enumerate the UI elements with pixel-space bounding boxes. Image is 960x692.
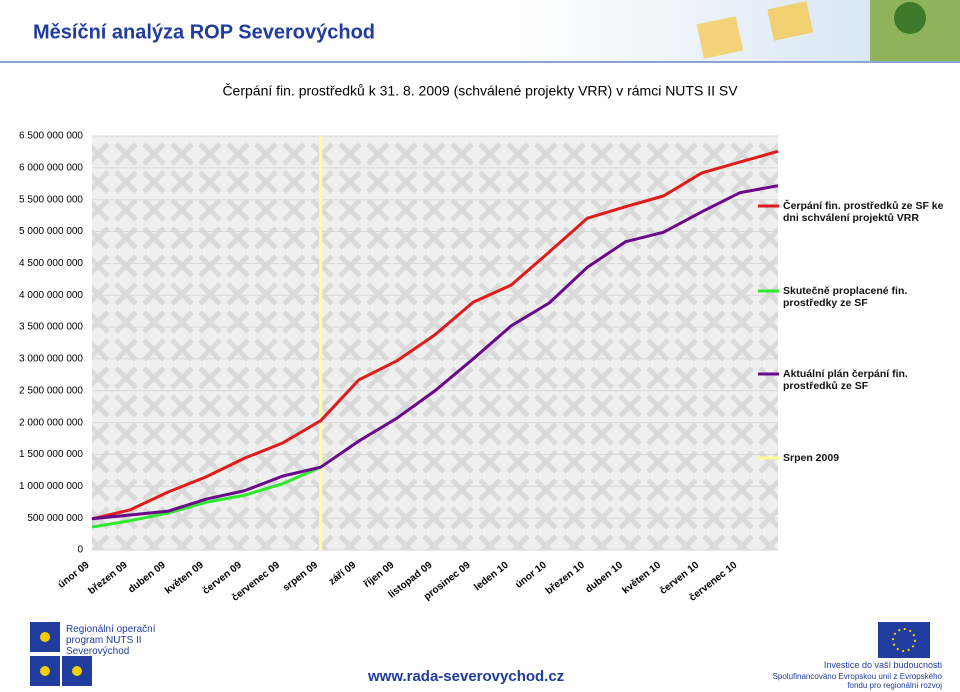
x-tick-label: srpen 09 — [281, 560, 321, 594]
chart-title: Čerpání fin. prostředků k 31. 8. 2009 (s… — [222, 83, 738, 99]
x-tick-label: září 09 — [327, 560, 359, 588]
series-line — [91, 184, 779, 521]
y-tick-label: 1 500 000 000 — [19, 449, 83, 460]
y-tick-label: 4 500 000 000 — [19, 258, 83, 269]
x-tick-label: duben 10 — [584, 560, 626, 596]
slide-title: Měsíční analýza ROP Severovýchod — [33, 21, 375, 43]
logo-text: Regionální operační program NUTS II Seve… — [66, 624, 156, 657]
series-line — [91, 465, 322, 529]
y-tick-label: 2 500 000 000 — [19, 385, 83, 396]
x-tick-label: únor 09 — [56, 560, 92, 591]
y-tick-label: 2 000 000 000 — [19, 417, 83, 428]
y-tick-label: 5 000 000 000 — [19, 226, 83, 237]
eu-flag — [878, 622, 930, 658]
footer-logo-left — [30, 622, 92, 686]
x-tick-label: březen 10 — [544, 560, 587, 597]
x-tick-label: únor 10 — [514, 560, 550, 591]
x-tick-label: duben 09 — [126, 560, 168, 596]
plot-area — [92, 136, 778, 550]
header-decoration — [696, 0, 960, 62]
y-tick-label: 5 500 000 000 — [19, 194, 83, 205]
y-tick-label: 6 500 000 000 — [19, 131, 83, 142]
legend-label: Aktuální plán čerpání fin. prostředků ze… — [783, 368, 908, 392]
y-tick-label: 4 000 000 000 — [19, 290, 83, 301]
series-line — [91, 149, 779, 521]
y-tick-label: 1 000 000 000 — [19, 481, 83, 492]
funding-text: Spolufinancováno Evropskou unií z Evrops… — [772, 672, 942, 690]
y-tick-label: 6 000 000 000 — [19, 162, 83, 173]
y-tick-label: 0 — [77, 545, 83, 556]
x-tick-label: říjen 09 — [362, 560, 397, 590]
x-tick-label: květen 09 — [163, 560, 206, 597]
footer-url: www.rada-severovychod.cz — [368, 668, 565, 685]
y-tick-label: 3 500 000 000 — [19, 322, 83, 333]
slogan: Investice do vaší budoucnosti — [823, 660, 942, 670]
y-tick-label: 500 000 000 — [27, 513, 83, 524]
legend-label: Čerpání fin. prostředků ze SF ke dni sch… — [783, 200, 944, 224]
x-tick-label: leden 10 — [472, 560, 511, 594]
y-tick-label: 3 000 000 000 — [19, 354, 83, 365]
legend-label: Srpen 2009 — [783, 452, 840, 464]
x-tick-label: květen 10 — [620, 560, 663, 597]
x-tick-label: březen 09 — [86, 560, 129, 597]
legend-label: Skutečně proplacené fin. prostředky ze S… — [783, 285, 908, 309]
